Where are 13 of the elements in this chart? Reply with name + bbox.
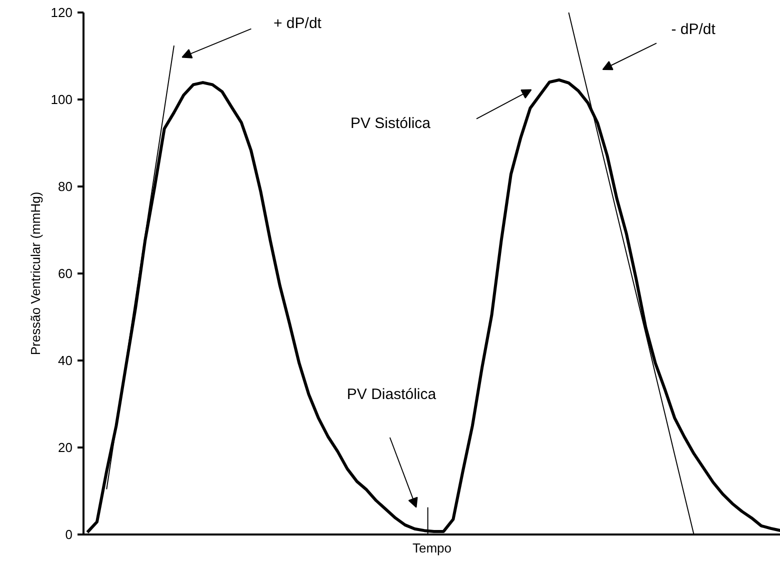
annotation: - dP/dt — [671, 21, 716, 38]
y-tick-label: 100 — [50, 92, 73, 107]
y-axis-title: Pressão Ventricular (mmHg) — [28, 192, 43, 356]
y-tick-label: 0 — [65, 527, 73, 542]
y-tick-label: 40 — [58, 353, 73, 368]
y-tick-label: 80 — [58, 179, 73, 194]
y-tick-label: 60 — [58, 266, 73, 281]
annotation: + dP/dt — [274, 15, 322, 32]
annotation: PV Sistólica — [350, 115, 432, 132]
annotation: PV Diastólica — [346, 386, 437, 403]
y-tick-label: 120 — [50, 5, 73, 20]
x-axis-title: Tempo — [412, 540, 452, 556]
y-tick-label: 20 — [58, 440, 73, 455]
